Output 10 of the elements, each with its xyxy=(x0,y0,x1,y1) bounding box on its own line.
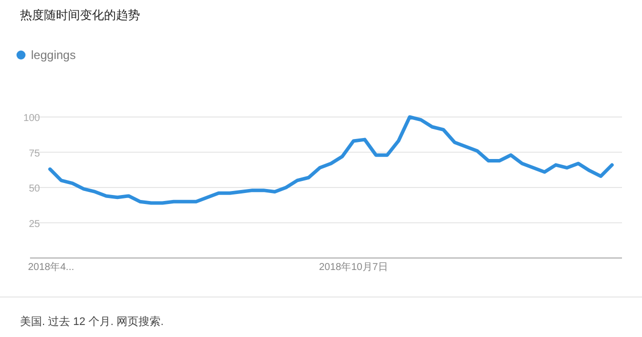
y-tick-label: 25 xyxy=(28,218,40,230)
text: 美国. 过去 12 个月. 网页搜索. xyxy=(20,315,164,328)
y-tick-label: 50 xyxy=(28,184,40,194)
legend-label: leggings xyxy=(31,48,76,62)
x-tick-label: 2018年10月7日 xyxy=(319,261,388,273)
chart-title: 热度随时间变化的趋势 xyxy=(20,8,140,22)
y-tick-label: 75 xyxy=(28,148,40,160)
x-tick-label: 2018年4... xyxy=(28,261,74,273)
y-tick-label: 100 xyxy=(23,113,40,124)
line-series xyxy=(48,115,614,205)
